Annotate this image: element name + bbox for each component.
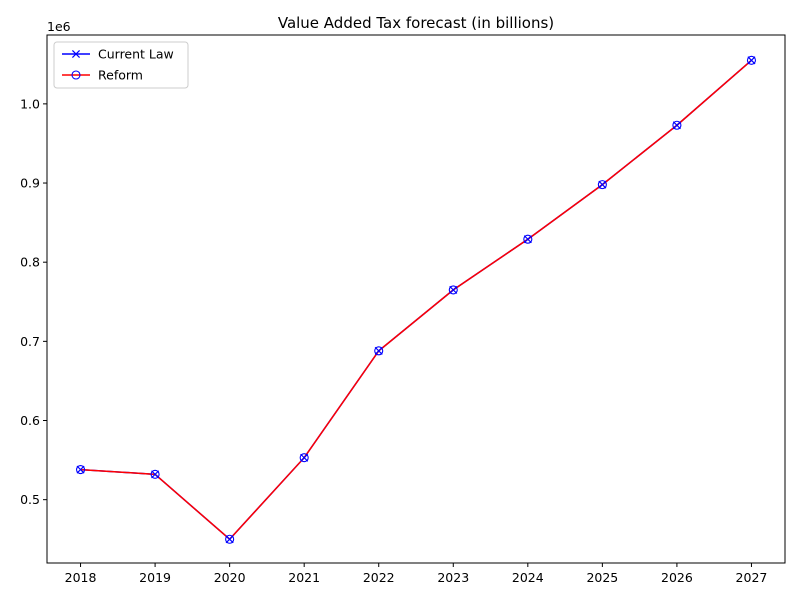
y-tick-label: 0.7 (20, 334, 40, 349)
data-point (597, 180, 607, 190)
data-point (225, 535, 234, 544)
data-point (672, 120, 682, 130)
legend-marker (71, 49, 81, 59)
x-tick-label: 2018 (65, 570, 97, 585)
data-point (747, 56, 756, 65)
data-point (523, 234, 533, 244)
data-point (374, 346, 384, 356)
y-tick-label: 0.8 (20, 255, 40, 270)
x-tick-label: 2020 (214, 570, 246, 585)
data-point (448, 285, 458, 295)
x-tick-label: 2023 (437, 570, 469, 585)
data-point (449, 285, 458, 294)
x-tick-label: 2021 (288, 570, 320, 585)
y-tick-label: 0.9 (20, 176, 40, 191)
y-offset-label: 1e6 (47, 19, 71, 34)
x-axis: 2018 2019 2020 2021 2022 2023 2024 2025 2026 2027 (65, 563, 768, 585)
data-point (523, 235, 532, 244)
data-point (75, 465, 86, 475)
legend-item: Current Law (62, 47, 174, 62)
data-point (300, 453, 309, 462)
data-point (598, 180, 607, 189)
data-point (672, 121, 681, 130)
x-tick-label: 2022 (363, 570, 395, 585)
data-point (225, 534, 235, 544)
data-point (151, 470, 160, 479)
series-markers-current-law (76, 56, 756, 544)
legend: Current Law Reform (53, 41, 189, 89)
series-reform (80, 59, 752, 541)
x-tick-label: 2025 (586, 570, 618, 585)
y-axis: 0.5 0.6 0.7 0.8 0.9 1.0 (20, 96, 47, 507)
data-point (299, 453, 309, 463)
data-point (374, 346, 383, 355)
legend-label: Current Law (98, 47, 174, 62)
series-markers-reform (75, 55, 757, 544)
chart-title: Value Added Tax forecast (in billions) (278, 14, 554, 32)
y-tick-label: 0.5 (20, 492, 40, 507)
x-tick-label: 2026 (661, 570, 693, 585)
legend-label: Reform (98, 68, 143, 83)
legend-marker (71, 70, 81, 80)
data-point (76, 465, 85, 474)
x-tick-label: 2019 (139, 570, 171, 585)
legend-item: Reform (62, 68, 143, 83)
plot-frame (46, 34, 786, 564)
data-point (150, 469, 160, 479)
y-tick-label: 1.0 (20, 96, 40, 111)
series-line (80, 59, 752, 541)
x-tick-label: 2024 (512, 570, 544, 585)
series-layer (75, 55, 757, 544)
x-tick-label: 2027 (736, 570, 768, 585)
y-tick-label: 0.6 (20, 413, 40, 428)
data-point (746, 55, 757, 65)
